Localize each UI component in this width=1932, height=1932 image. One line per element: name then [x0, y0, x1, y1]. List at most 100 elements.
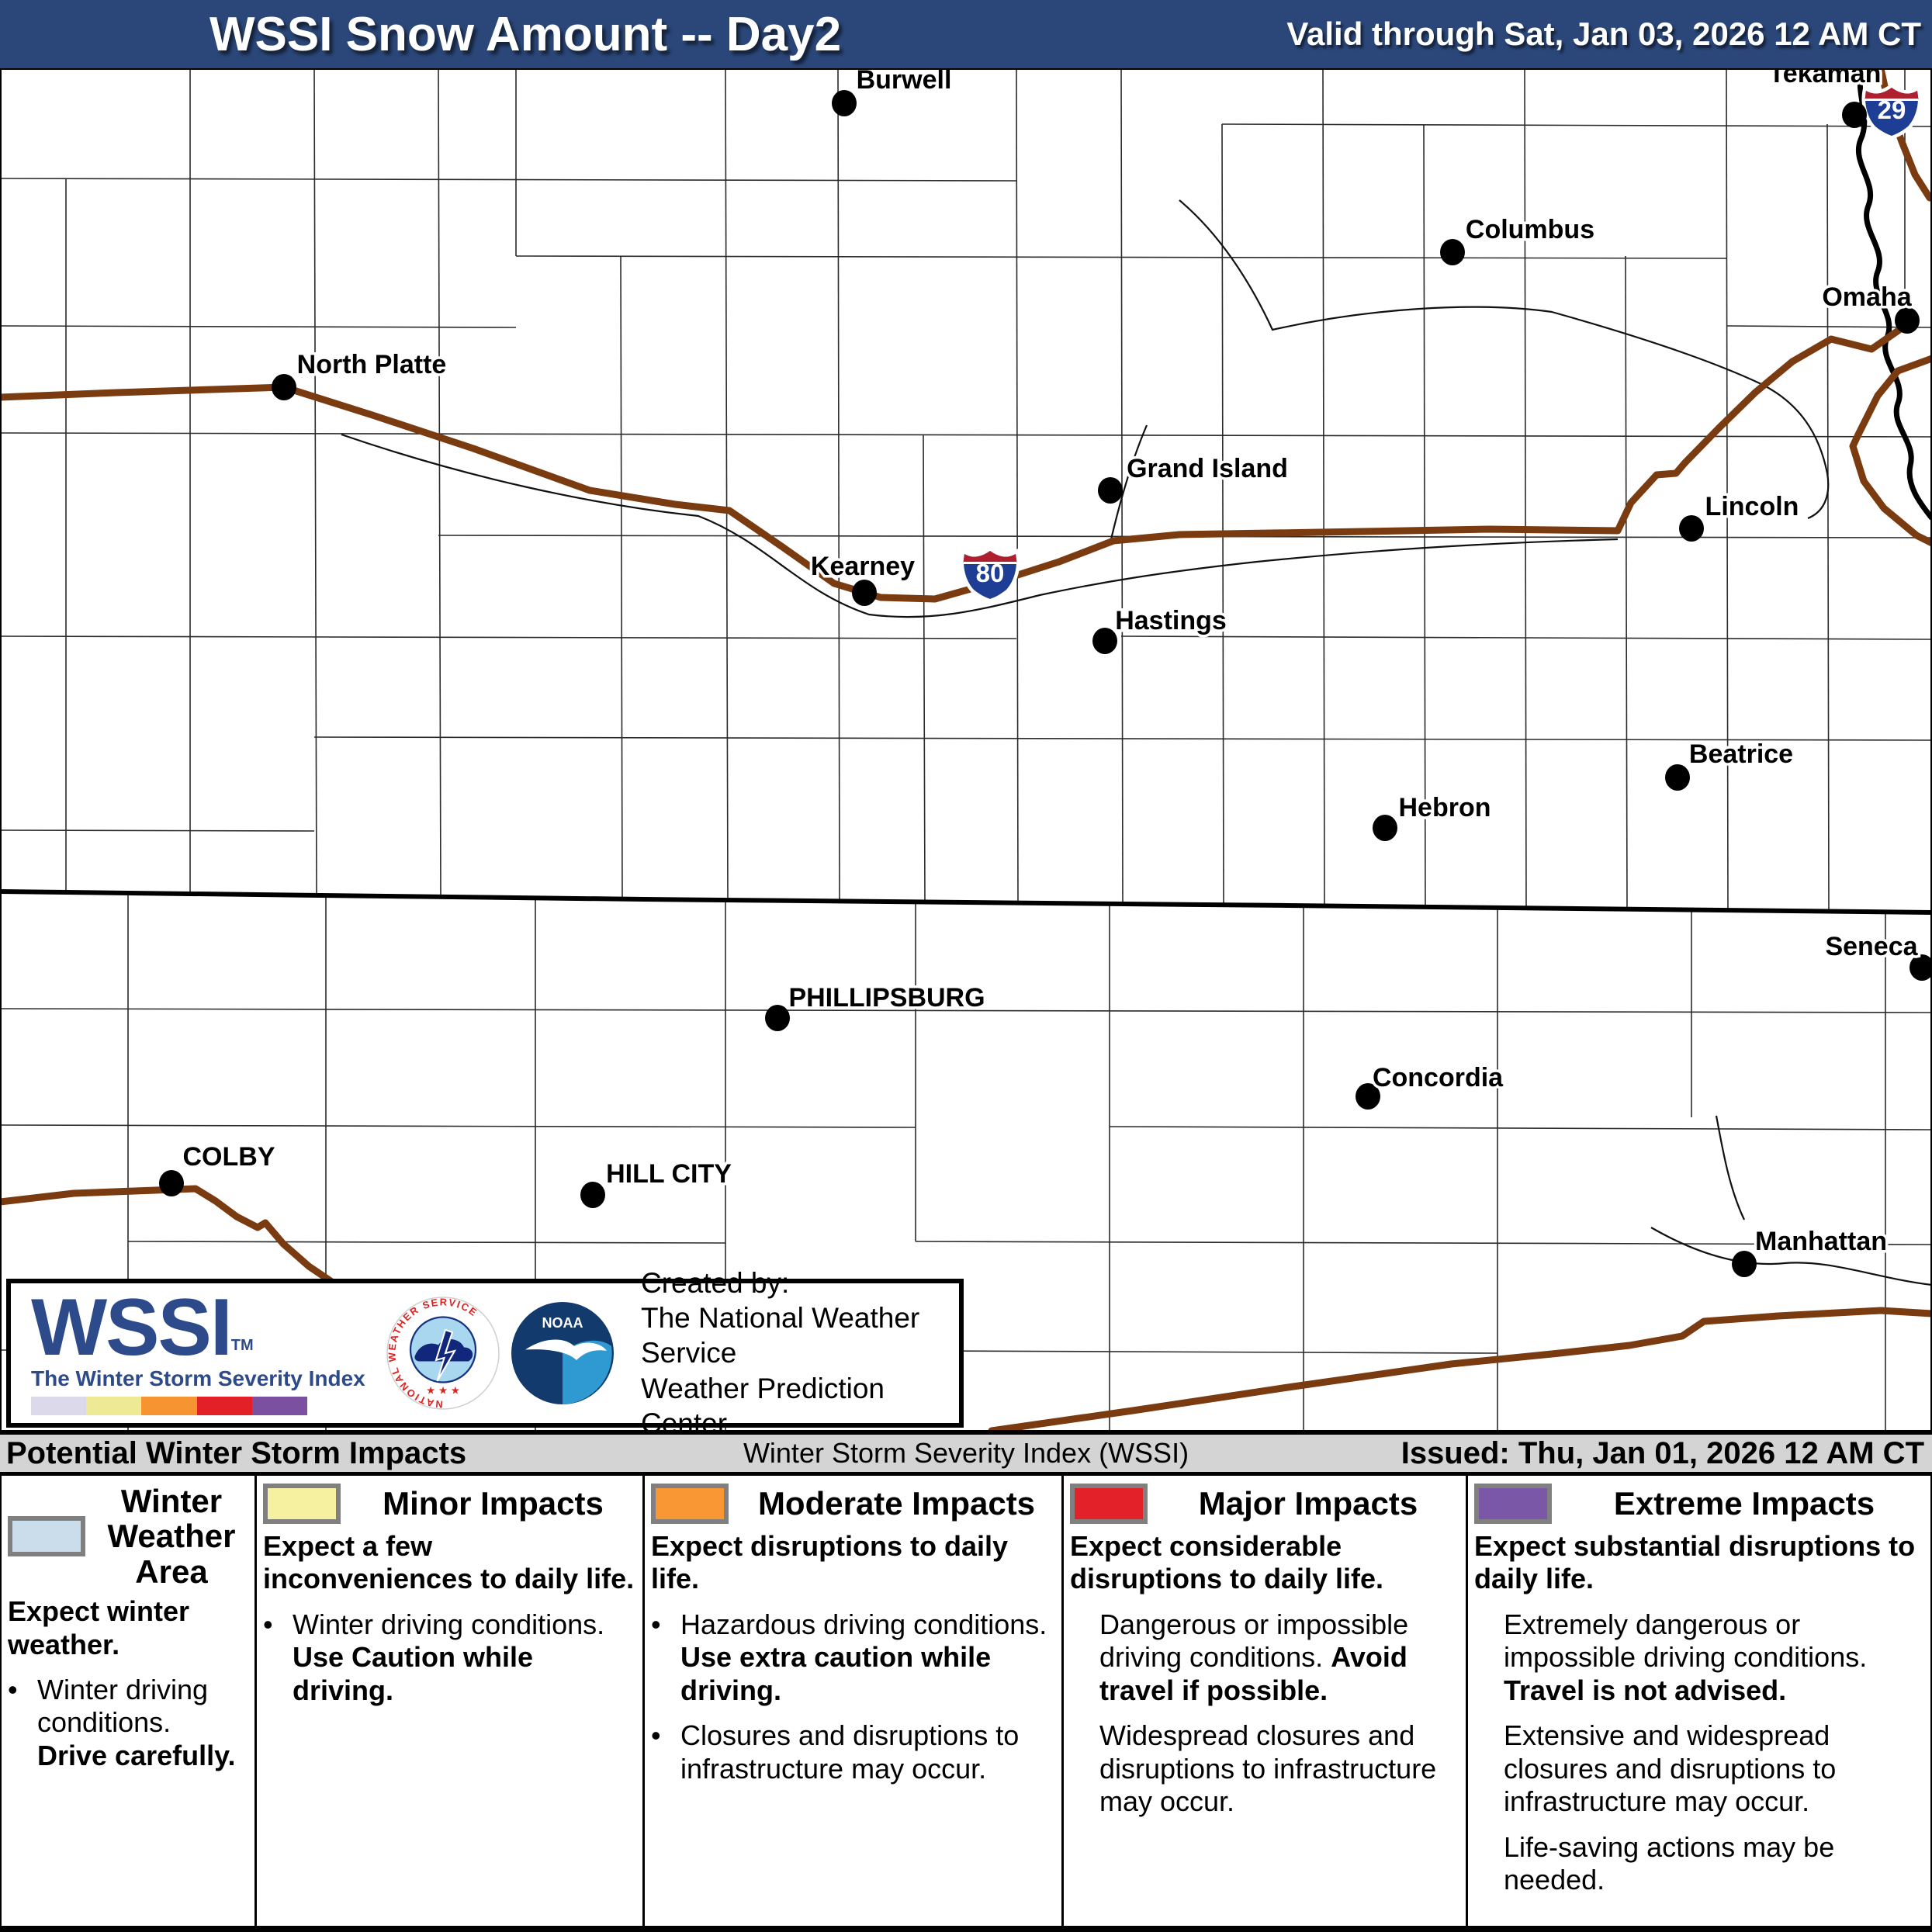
map-border	[0, 68, 1932, 1432]
legend-column-winter-weather-area: Winter Weather Area Expect winter weather…	[2, 1476, 257, 1926]
legend-header-winter-weather-area: Winter Weather Area	[8, 1484, 248, 1589]
item-text-normal: Extremely dangerous or impossible drivin…	[1504, 1608, 1868, 1674]
city-dot	[1909, 954, 1932, 981]
bullet-icon: •	[263, 1608, 273, 1640]
bullet-icon: •	[651, 1608, 661, 1640]
city-dot	[1842, 102, 1867, 128]
created-by-line3: Weather Prediction Center	[641, 1372, 885, 1439]
item-indent	[1474, 1831, 1504, 1897]
legend-swatch-minor-impacts	[263, 1484, 341, 1524]
legend-item-text: Extremely dangerous or impossible drivin…	[1504, 1608, 1927, 1707]
city-dot	[159, 1170, 184, 1196]
created-by-line2: The National Weather Service	[641, 1302, 920, 1369]
item-text-bold: Drive carefully.	[37, 1739, 236, 1771]
legend-item-moderate-impacts-2: • Closures and disruptions to infrastruct…	[651, 1719, 1055, 1785]
map-canvas: 80 29 Burwell Tekamah Columbus Omaha North Pl…	[0, 68, 1932, 1432]
city-marker-lincoln: Lincoln	[1679, 490, 1802, 542]
city-label: HILL CITY	[606, 1159, 732, 1189]
city-label: Tekamah	[1769, 68, 1882, 88]
legend-intro-moderate-impacts: Expect disruptions to daily life.	[651, 1530, 1009, 1595]
wssi-colorbar-segment-5	[251, 1397, 308, 1416]
legend-item-extreme-impacts-3: Life-saving actions may be needed.	[1474, 1831, 1927, 1897]
city-label: Hastings	[1115, 606, 1227, 635]
city-marker-omaha: Omaha	[1819, 280, 1920, 334]
interstate-29-shield: 29	[1861, 83, 1922, 140]
legend-title-minor-impacts: Minor Impacts	[383, 1485, 604, 1522]
city-marker-hastings: Hastings	[1092, 604, 1229, 654]
wssi-severity-colorbar	[31, 1397, 308, 1416]
city-dot	[1679, 515, 1704, 542]
item-text-bold: Travel is not advised.	[1504, 1674, 1787, 1706]
item-text-bold: Use extra caution while driving.	[680, 1641, 992, 1706]
legend-item-text: Life-saving actions may be needed.	[1504, 1831, 1927, 1897]
item-text-bold: Avoid travel if possible.	[1099, 1641, 1407, 1706]
city-marker-tekamah: Tekamah	[1766, 68, 1884, 128]
city-markers: Burwell Tekamah Columbus Omaha North Platte G…	[159, 68, 1932, 1277]
city-marker-manhattan: Manhattan	[1732, 1224, 1890, 1277]
city-marker-burwell: Burwell	[832, 68, 954, 116]
city-dot	[1440, 239, 1465, 265]
city-marker-concordia: Concordia	[1356, 1061, 1507, 1110]
legend-column-extreme-impacts: Extreme Impacts Expect substantial disrup…	[1468, 1476, 1932, 1926]
city-dot	[1092, 628, 1117, 654]
interstate-shields: 80 29	[960, 83, 1922, 603]
wssi-logo: WSSITM The Winter Storm Severity Index	[11, 1287, 382, 1416]
legend-item-major-impacts-1: Dangerous or impossible driving conditio…	[1070, 1608, 1459, 1707]
city-label: North Platte	[297, 350, 447, 379]
nebraska-kansas-border	[0, 889, 1932, 915]
legend-swatch-moderate-impacts	[651, 1484, 729, 1524]
wssi-wordmark: WSSI	[31, 1282, 233, 1373]
wssi-tagline: The Winter Storm Severity Index	[31, 1366, 365, 1391]
item-text-normal: Widespread closures and disruptions to i…	[1099, 1719, 1437, 1818]
legend-item-extreme-impacts-2: Extensive and widespread closures and di…	[1474, 1719, 1927, 1818]
item-text-normal: Winter driving conditions.	[37, 1674, 209, 1739]
legend-swatch-extreme-impacts	[1474, 1484, 1552, 1524]
item-text-normal: Life-saving actions may be needed.	[1504, 1830, 1835, 1896]
wssi-colorbar-segment-2	[86, 1397, 142, 1416]
item-text-normal: Hazardous driving conditions.	[680, 1608, 1047, 1640]
bullet-icon: •	[651, 1719, 661, 1752]
item-text-normal: Extensive and widespread closures and di…	[1504, 1719, 1837, 1818]
legend-intro-major-impacts: Expect considerable disruptions to daily…	[1070, 1530, 1384, 1595]
title-bar: WSSI Snow Amount -- Day2 Valid through S…	[0, 0, 1932, 68]
legend-intro-winter-weather-area: Expect winter weather.	[8, 1595, 190, 1660]
item-indent	[1474, 1719, 1504, 1818]
city-label: Burwell	[857, 68, 952, 95]
legend-item-text: Hazardous driving conditions. Use extra …	[680, 1608, 1055, 1707]
city-label: Concordia	[1373, 1063, 1504, 1092]
weather-map: 80 29 Burwell Tekamah Columbus Omaha North Pl…	[0, 68, 1932, 1432]
legend-item-extreme-impacts-1: Extremely dangerous or impossible drivin…	[1474, 1608, 1927, 1707]
city-label: PHILLIPSBURG	[788, 983, 985, 1013]
wssi-colorbar-segment-4	[196, 1397, 252, 1416]
page-title: WSSI Snow Amount -- Day2	[209, 7, 842, 61]
interstate-80-shield: 80	[960, 546, 1020, 603]
noaa-logo: NOAA	[507, 1297, 618, 1409]
issued-label: Issued: Thu, Jan 01, 2026 12 AM CT	[1401, 1435, 1924, 1470]
city-label: Seneca	[1825, 932, 1918, 961]
legend-title-extreme-impacts: Extreme Impacts	[1613, 1485, 1875, 1522]
city-dot	[765, 1005, 790, 1031]
interstate-route-number: 80	[976, 559, 1005, 587]
city-dot	[1373, 815, 1397, 841]
bullet-icon: •	[8, 1674, 18, 1706]
highway-lines	[0, 68, 1932, 1432]
wssi-credit-box: WSSITM The Winter Storm Severity Index N…	[6, 1267, 964, 1439]
city-marker-grand-island: Grand Island	[1098, 452, 1290, 504]
nws-logo: NATIONAL WEATHER SERVICE ★ ★ ★	[386, 1296, 500, 1411]
city-dot	[1665, 764, 1690, 791]
interstate-80-line	[0, 326, 1903, 603]
city-marker-columbus: Columbus	[1440, 213, 1598, 265]
state-borders	[0, 68, 1932, 915]
legend-swatch-major-impacts	[1070, 1484, 1148, 1524]
item-text-bold: Use Caution while driving.	[293, 1641, 534, 1706]
city-label: Kearney	[811, 552, 915, 581]
nws-stars: ★ ★ ★	[426, 1385, 460, 1397]
legend-item-minor-impacts-1: • Winter driving conditions. Use Caution …	[263, 1608, 636, 1707]
legend-item-winter-weather-area-1: • Winter driving conditions. Drive carefu…	[8, 1674, 248, 1772]
legend-item-moderate-impacts-1: • Hazardous driving conditions. Use extra…	[651, 1608, 1055, 1707]
legend-item-text: Closures and disruptions to infrastructu…	[680, 1719, 1055, 1785]
city-marker-kearney: Kearney	[808, 549, 918, 606]
legend-header-major-impacts: Major Impacts	[1070, 1484, 1459, 1524]
city-marker-seneca: Seneca	[1823, 930, 1932, 981]
city-dot	[580, 1182, 605, 1208]
